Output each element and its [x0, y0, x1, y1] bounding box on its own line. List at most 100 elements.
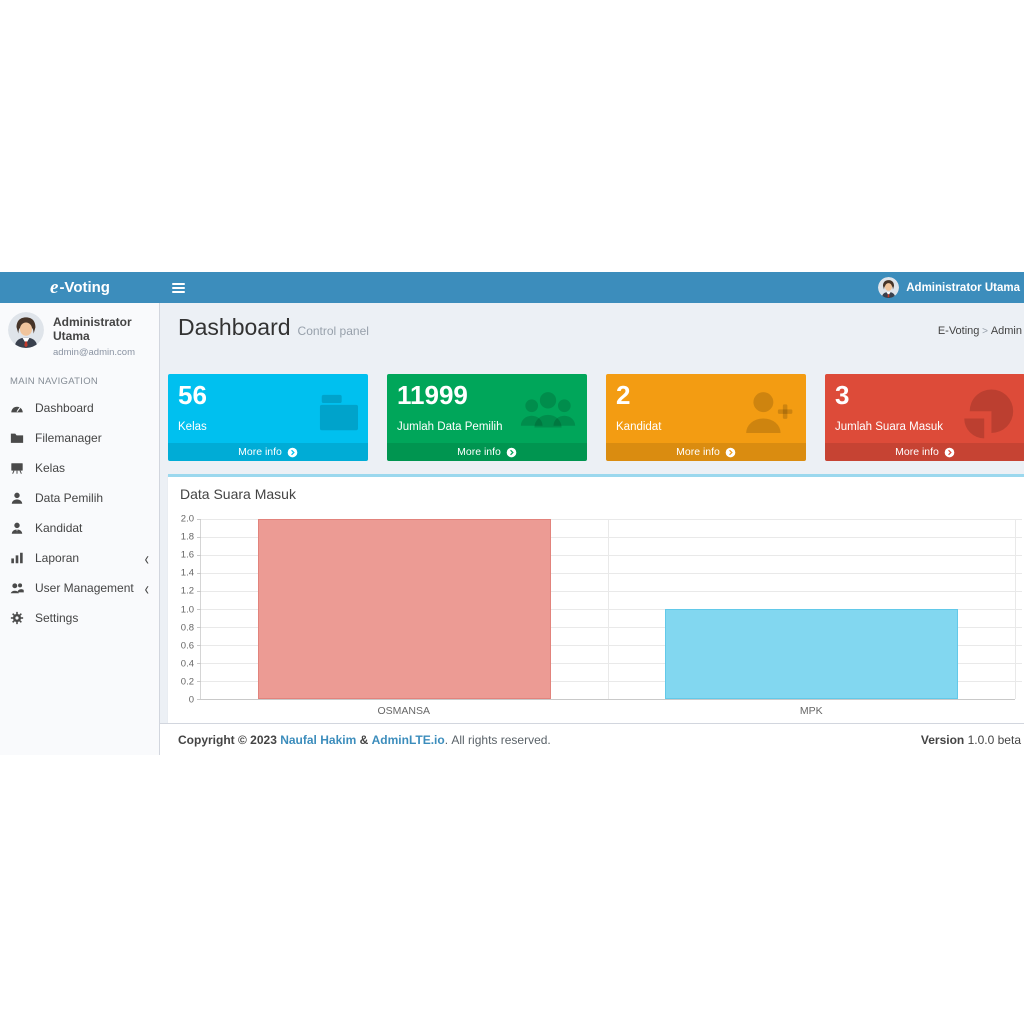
tick-mark — [197, 699, 201, 700]
chalkboard-icon — [10, 461, 27, 476]
sidebar-item-label: Filemanager — [35, 431, 102, 445]
breadcrumb-current: Admin — [979, 325, 1022, 337]
y-tick-label: 0.8 — [180, 622, 194, 634]
brand-label: -Voting — [59, 279, 110, 296]
footer-ampersand: & — [359, 732, 369, 747]
sidebar-item-settings[interactable]: Settings — [0, 603, 159, 633]
folder-icon — [10, 431, 27, 446]
tick-mark — [197, 591, 201, 592]
app-window: e -Voting Administrator Utama Administrat… — [0, 272, 1024, 755]
arrow-circle-right-icon — [506, 447, 517, 457]
gridline — [1015, 519, 1016, 699]
e-voting-logo-icon: e — [50, 277, 59, 298]
y-tick-label: 2.0 — [180, 513, 194, 525]
sidebar-item-dashboard[interactable]: Dashboard — [0, 393, 159, 423]
footer-copyright: Copyright © 2023 — [178, 732, 277, 747]
chart-panel: Data Suara Masuk 2.0 1.8 1.6 1.4 1.2 1.0 0.8 0.… — [168, 474, 1024, 731]
sidebar-item-label: User Management — [35, 581, 134, 595]
user-plus-icon — [736, 384, 798, 442]
y-tick-label: 1.2 — [180, 585, 194, 597]
page-footer: Copyright © 2023 Naufal Hakim & AdminLTE… — [160, 723, 1024, 755]
pie-chart-icon — [955, 384, 1017, 442]
avatar — [8, 312, 44, 348]
info-box-label: Kandidat — [616, 420, 662, 433]
x-tick-label: OSMANSA — [377, 705, 430, 717]
gridline — [201, 681, 1022, 682]
sidebar-user-panel: Administrator Utama admin@admin.com — [0, 303, 159, 367]
info-box-label: Jumlah Suara Masuk — [835, 420, 944, 433]
users-icon — [10, 581, 27, 596]
y-tick-label: 0 — [188, 694, 194, 706]
x-tick-label: MPK — [799, 705, 823, 717]
top-navbar: e -Voting Administrator Utama — [0, 272, 1024, 303]
more-info-link[interactable]: More info — [387, 443, 587, 461]
info-box-label: Jumlah Data Pemilih — [397, 420, 503, 433]
info-box-kandidat: 2 Kandidat More info — [606, 374, 806, 461]
more-info-link[interactable]: More info — [168, 443, 368, 461]
navbar-user-menu[interactable]: Administrator Utama — [868, 272, 1024, 303]
sidebar-item-kelas[interactable]: Kelas — [0, 453, 159, 483]
chevron-left-icon: ‹ — [144, 547, 149, 569]
chart-bar-osmansa — [257, 519, 551, 699]
footer-adminlte-link[interactable]: AdminLTE.io — [371, 732, 445, 747]
more-info-label: More info — [457, 446, 501, 458]
y-tick-label: 0.6 — [180, 640, 194, 652]
user-icon — [10, 491, 27, 506]
info-box-kelas: 56 Kelas More info — [168, 374, 368, 461]
gridline — [201, 519, 1022, 520]
sidebar-item-kandidat[interactable]: Kandidat — [0, 513, 159, 543]
sidebar-item-filemanager[interactable]: Filemanager — [0, 423, 159, 453]
info-box-label: Kelas — [178, 420, 207, 433]
sidebar-item-data-pemilih[interactable]: Data Pemilih — [0, 483, 159, 513]
tick-mark — [197, 537, 201, 538]
brand-logo[interactable]: e -Voting — [0, 272, 160, 303]
more-info-link[interactable]: More info — [825, 443, 1024, 461]
folder-icon — [298, 384, 360, 442]
chevron-left-icon: ‹ — [144, 577, 149, 599]
chart-plot — [197, 519, 1022, 700]
tick-mark — [197, 663, 201, 664]
footer-version-label: Version — [920, 732, 965, 747]
gridline — [201, 627, 1022, 628]
tick-mark — [197, 519, 201, 520]
sidebar-item-laporan[interactable]: Laporan ‹ — [0, 543, 159, 573]
gridline — [201, 645, 1022, 646]
gridline — [201, 537, 1022, 538]
y-tick-label: 1.6 — [180, 549, 194, 561]
sidebar-item-label: Settings — [35, 611, 79, 625]
tachometer-icon — [10, 401, 27, 416]
avatar — [878, 277, 900, 298]
more-info-label: More info — [676, 446, 720, 458]
more-info-label: More info — [895, 446, 939, 458]
footer-author-link[interactable]: Naufal Hakim — [280, 732, 357, 747]
sidebar-item-label: Kandidat — [35, 521, 83, 535]
gear-icon — [10, 611, 27, 626]
sidebar-item-label: Dashboard — [35, 401, 94, 415]
arrow-circle-right-icon — [944, 447, 955, 457]
footer-version-value: 1.0.0 beta — [967, 732, 1021, 747]
sidebar-user-email: admin@admin.com — [53, 347, 135, 358]
users-icon — [517, 384, 579, 442]
info-box-value: 56 — [178, 380, 207, 410]
page-subtitle: Control panel — [297, 324, 369, 338]
sidebar-item-label: Kelas — [35, 461, 66, 475]
chart-bar-mpk — [664, 609, 958, 699]
gridline — [201, 663, 1022, 664]
chart-y-axis: 2.0 1.8 1.6 1.4 1.2 1.0 0.8 0.6 0.4 0.2 0 — [168, 514, 200, 706]
tick-mark — [197, 645, 201, 646]
sidebar-toggle-button[interactable] — [160, 272, 196, 303]
tick-mark — [197, 573, 201, 574]
bar-chart: 2.0 1.8 1.6 1.4 1.2 1.0 0.8 0.6 0.4 0.2 0 — [168, 514, 1024, 706]
gridline — [201, 591, 1022, 592]
more-info-link[interactable]: More info — [606, 443, 806, 461]
sidebar-item-label: Data Pemilih — [35, 491, 104, 505]
user-tie-icon — [10, 521, 27, 536]
breadcrumb-home[interactable]: E-Voting — [937, 325, 980, 337]
sidebar-user-name: Administrator Utama — [53, 315, 132, 343]
info-box-jumlah-suara-masuk: 3 Jumlah Suara Masuk More info — [825, 374, 1024, 461]
y-tick-label: 1.8 — [180, 531, 194, 543]
sidebar-item-user-management[interactable]: User Management ‹ — [0, 573, 159, 603]
